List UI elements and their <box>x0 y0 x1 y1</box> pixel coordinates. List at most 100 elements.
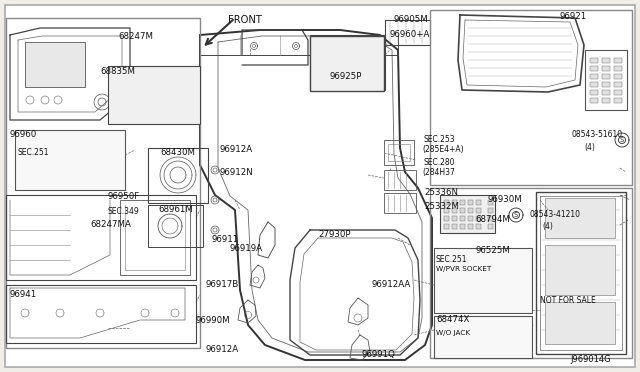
Bar <box>148 205 203 247</box>
Text: 96912AA: 96912AA <box>372 280 412 289</box>
Text: 96960+A: 96960+A <box>390 30 430 39</box>
Bar <box>585 50 627 110</box>
Text: 96911: 96911 <box>212 235 239 244</box>
Bar <box>590 90 598 95</box>
Bar <box>614 58 622 63</box>
Text: 96991Q: 96991Q <box>362 350 396 359</box>
Text: SEC.280: SEC.280 <box>424 158 456 167</box>
Bar <box>440 258 462 283</box>
Text: 68961M: 68961M <box>158 205 193 214</box>
Text: 96912A: 96912A <box>205 345 238 354</box>
Bar <box>602 66 610 71</box>
Bar <box>614 74 622 79</box>
Bar <box>120 200 190 275</box>
Text: 08543-41210: 08543-41210 <box>530 210 581 219</box>
Bar <box>614 82 622 87</box>
Text: 25336N: 25336N <box>424 188 458 197</box>
Text: 96917B: 96917B <box>205 280 238 289</box>
Bar <box>488 208 493 213</box>
Bar <box>488 216 493 221</box>
Bar <box>468 224 473 229</box>
Bar <box>430 10 632 185</box>
Bar <box>590 98 598 103</box>
Text: 68794M: 68794M <box>475 215 510 224</box>
Bar <box>444 200 449 205</box>
Text: 68430M: 68430M <box>160 148 195 157</box>
Bar <box>320 40 375 82</box>
Bar <box>468 200 473 205</box>
Text: SEC.251: SEC.251 <box>436 255 467 264</box>
Bar <box>452 200 457 205</box>
Bar <box>384 193 416 213</box>
Text: 96525M: 96525M <box>476 246 511 255</box>
Text: 96960: 96960 <box>9 130 36 139</box>
Bar <box>460 224 465 229</box>
Bar <box>602 74 610 79</box>
Bar <box>384 140 414 165</box>
Text: 68474X: 68474X <box>436 315 469 324</box>
Text: 96912N: 96912N <box>220 168 253 177</box>
Text: 68835M: 68835M <box>100 67 135 76</box>
Bar <box>590 74 598 79</box>
Bar <box>590 82 598 87</box>
Bar <box>6 18 200 348</box>
Bar <box>476 224 481 229</box>
Bar <box>536 192 626 354</box>
Text: J969014G: J969014G <box>570 355 611 364</box>
Bar <box>614 90 622 95</box>
Text: W/O JACK: W/O JACK <box>436 330 470 336</box>
Bar <box>65 138 107 168</box>
Bar <box>148 148 208 203</box>
Bar <box>468 216 473 221</box>
Bar <box>384 170 416 190</box>
Bar <box>614 66 622 71</box>
Bar <box>444 224 449 229</box>
Bar <box>444 216 449 221</box>
Text: 27930P: 27930P <box>318 230 351 239</box>
Bar <box>444 208 449 213</box>
Bar <box>452 208 457 213</box>
Bar <box>434 248 532 313</box>
Bar <box>614 98 622 103</box>
Text: 96990M: 96990M <box>196 316 230 325</box>
Bar <box>602 90 610 95</box>
Bar <box>15 130 125 190</box>
Bar <box>434 316 532 358</box>
Text: 96925P: 96925P <box>330 72 362 81</box>
Bar <box>476 216 481 221</box>
Bar <box>25 42 85 87</box>
Bar <box>476 208 481 213</box>
Text: 96905M: 96905M <box>394 15 429 24</box>
Text: SEC.251: SEC.251 <box>18 148 49 157</box>
Bar <box>590 58 598 63</box>
Text: 96921: 96921 <box>560 12 588 21</box>
Text: (4): (4) <box>584 143 595 152</box>
Text: 25332M: 25332M <box>424 202 459 211</box>
Bar <box>468 208 473 213</box>
Text: S: S <box>514 212 518 218</box>
Text: S: S <box>620 137 624 143</box>
Text: 96912A: 96912A <box>220 145 253 154</box>
Text: (285E4+A): (285E4+A) <box>422 145 463 154</box>
Bar <box>318 42 376 85</box>
Text: 96930M: 96930M <box>488 195 523 204</box>
Bar <box>310 36 384 91</box>
Bar <box>440 195 495 233</box>
Bar <box>602 82 610 87</box>
Text: (284H37: (284H37 <box>422 168 455 177</box>
Bar <box>6 285 196 343</box>
Bar <box>602 58 610 63</box>
Bar <box>488 224 493 229</box>
Bar <box>590 66 598 71</box>
Bar <box>545 245 615 295</box>
Bar <box>488 200 493 205</box>
Text: W/PVR SOCKET: W/PVR SOCKET <box>436 266 492 272</box>
Text: NOT FOR SALE: NOT FOR SALE <box>540 296 596 305</box>
Bar <box>310 35 385 90</box>
Bar <box>440 322 460 344</box>
Bar <box>6 195 196 280</box>
Text: 96941: 96941 <box>9 290 36 299</box>
Text: (4): (4) <box>542 222 553 231</box>
Text: SEC.349: SEC.349 <box>108 207 140 216</box>
Text: FRONT: FRONT <box>228 15 262 25</box>
